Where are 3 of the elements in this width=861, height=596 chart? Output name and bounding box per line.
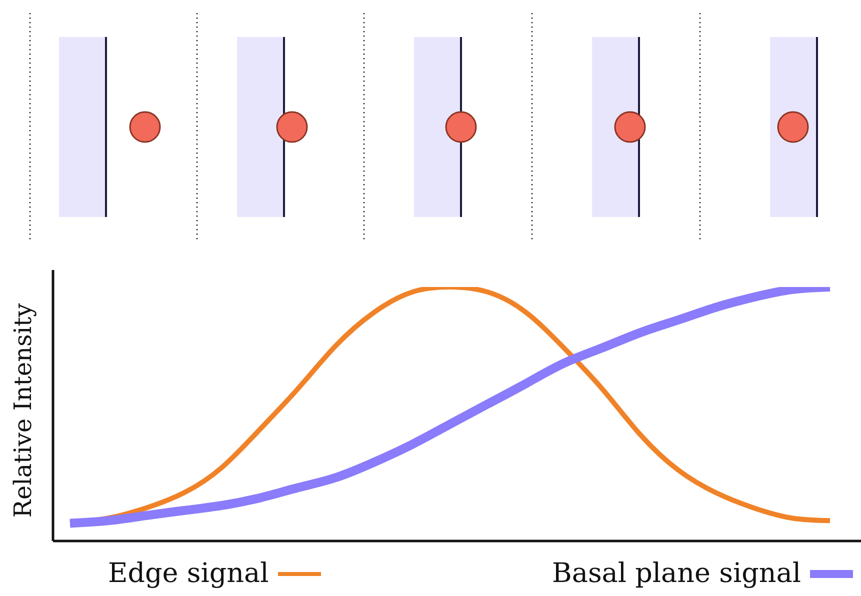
legend-label: Basal plane signal xyxy=(552,558,801,590)
legend-label: Edge signal xyxy=(108,558,269,590)
y-axis-title: Relative Intensity xyxy=(9,302,37,518)
